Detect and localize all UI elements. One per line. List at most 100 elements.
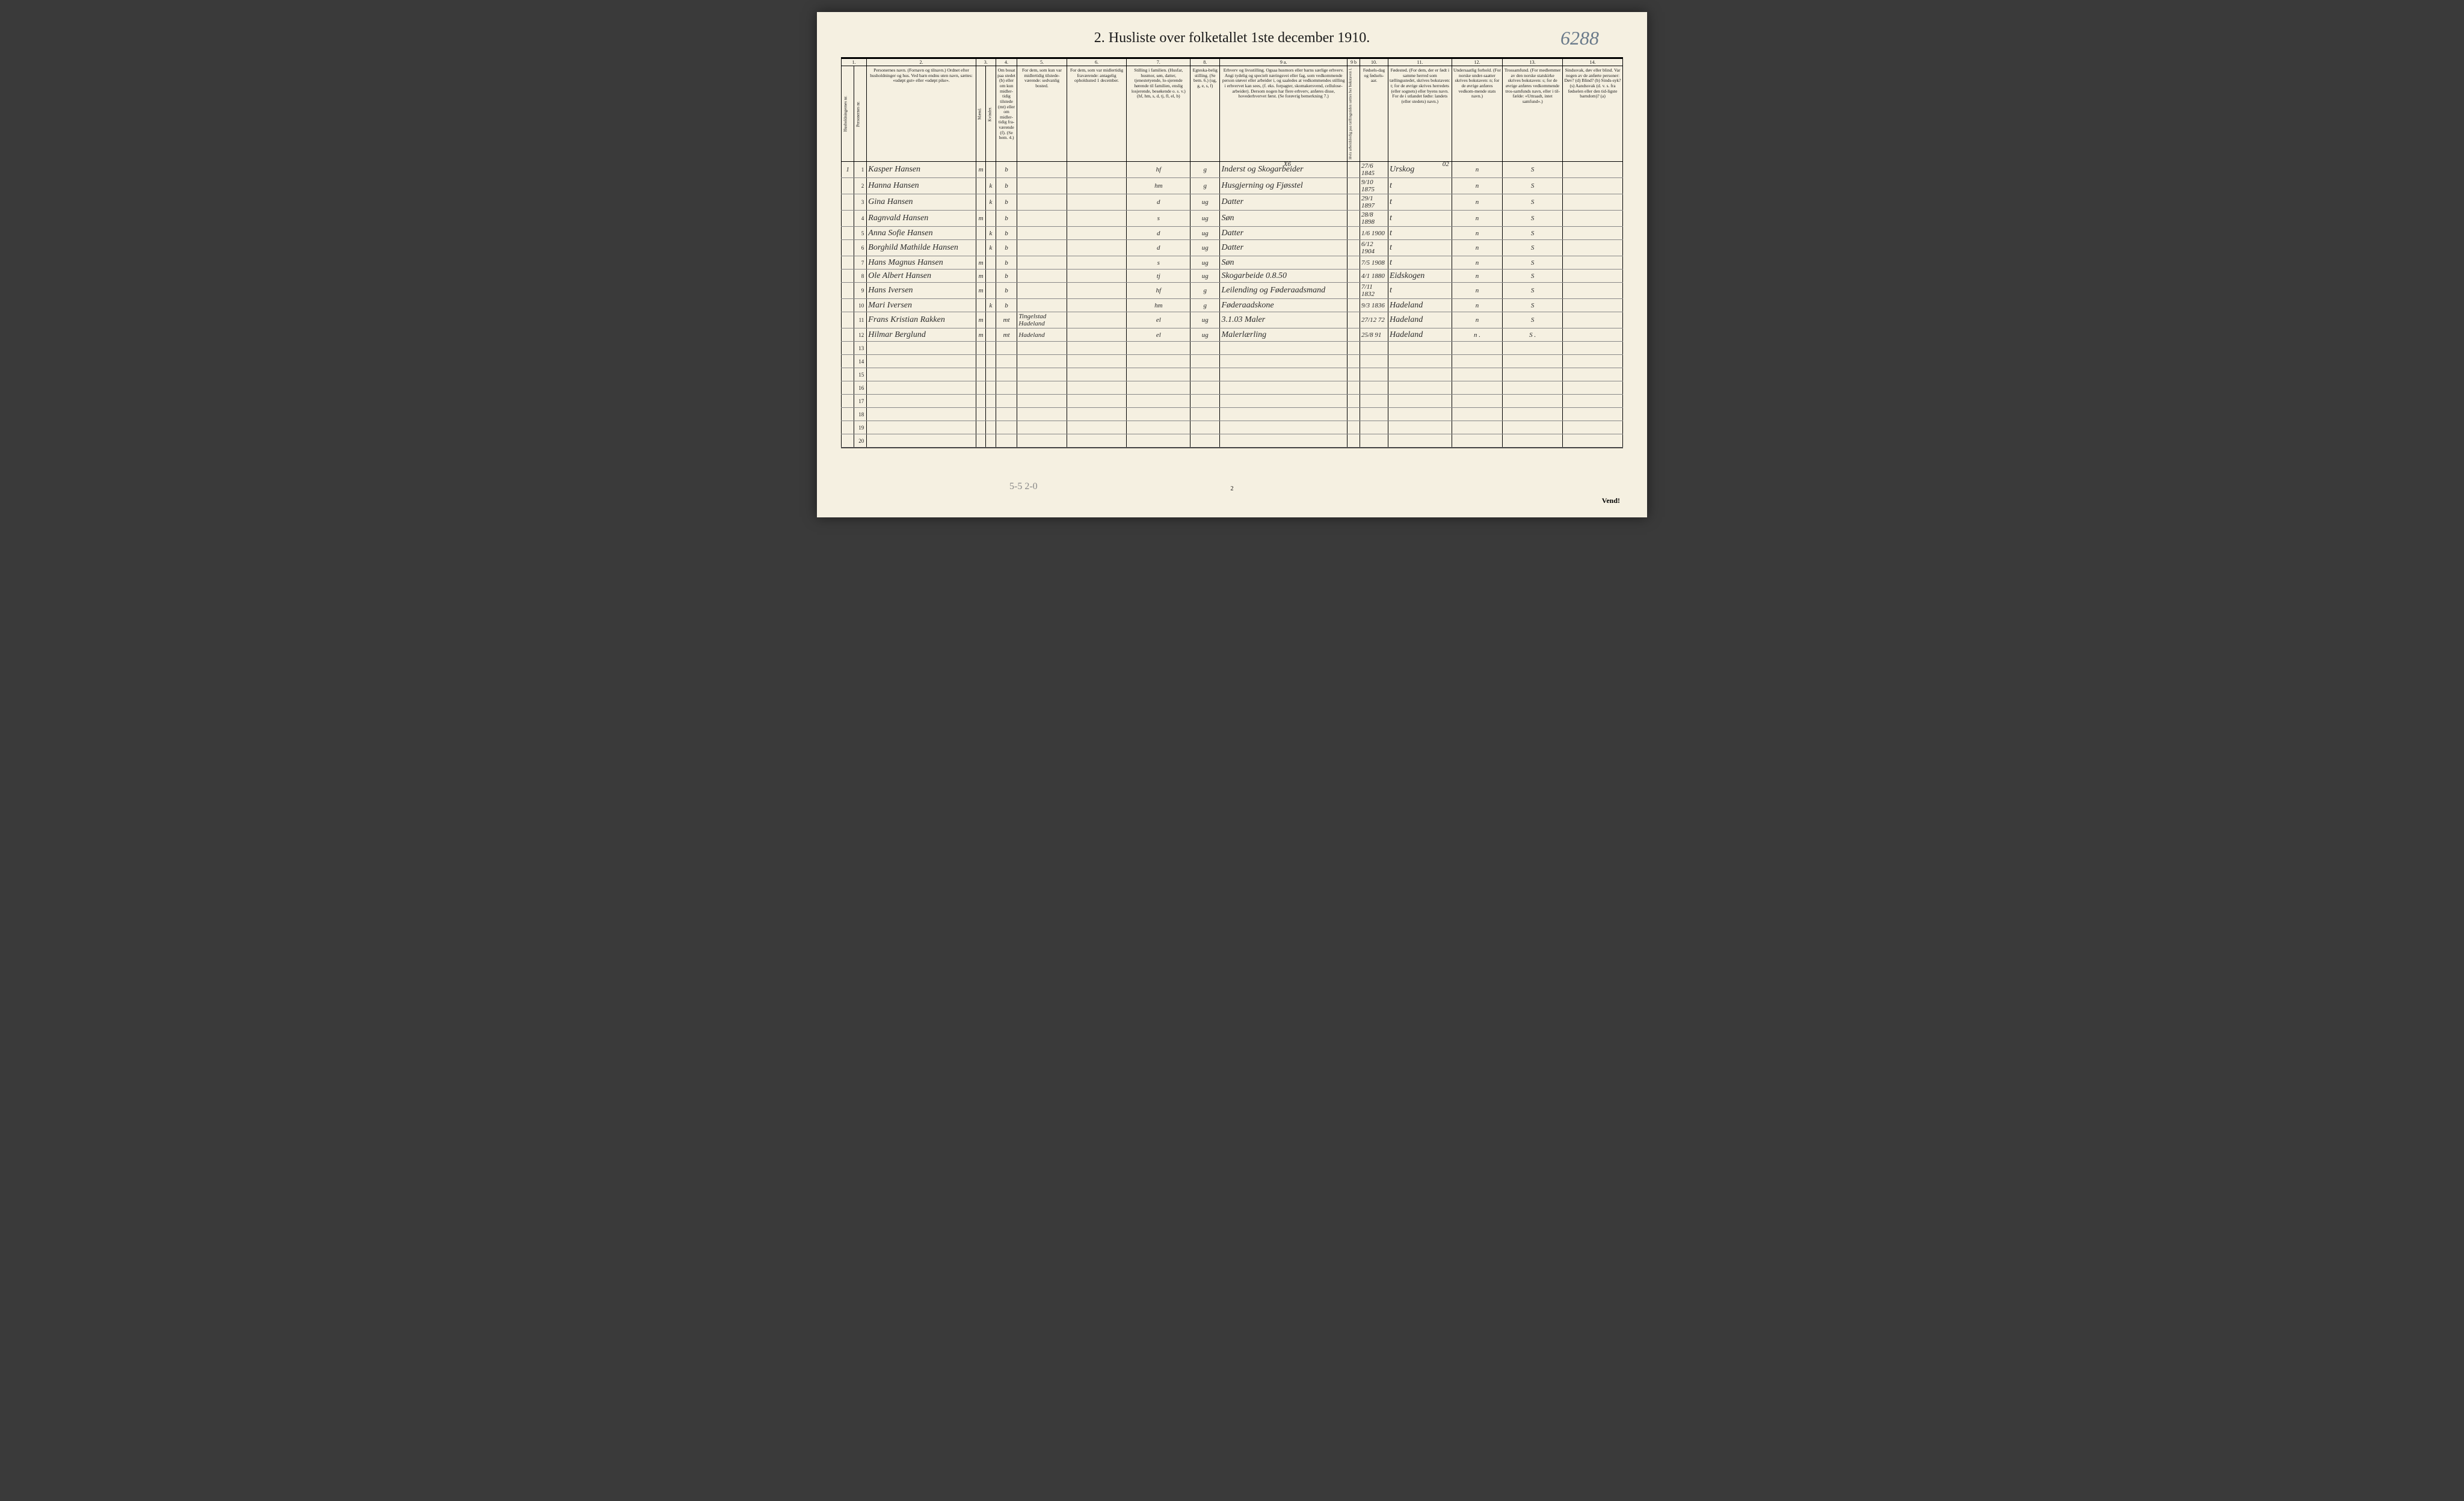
cell: 3.1.03 Maler xyxy=(1220,312,1347,328)
cell xyxy=(1388,421,1452,434)
cell: ug xyxy=(1190,227,1220,240)
cell-value: t xyxy=(1390,258,1392,267)
cell xyxy=(1347,408,1360,421)
cell: Hilmar Berglund xyxy=(867,328,976,342)
cell: k xyxy=(986,194,996,211)
cell xyxy=(996,342,1017,355)
cell: k xyxy=(986,299,996,312)
cell: Eidskogen xyxy=(1388,270,1452,283)
cell xyxy=(1347,194,1360,211)
table-row: 7Hans Magnus HansenmbsugSøn7/5 1908tnS xyxy=(842,256,1623,270)
cell: ug xyxy=(1190,270,1220,283)
cell-value: Søn xyxy=(1221,214,1234,223)
cell-value: m xyxy=(979,166,984,173)
cell-value: m xyxy=(979,331,984,339)
cell-value: Søn xyxy=(1221,258,1234,267)
cell xyxy=(1190,355,1220,368)
cell: m xyxy=(976,162,985,178)
cell: n xyxy=(1452,178,1503,194)
cell: m xyxy=(976,256,985,270)
cell xyxy=(1563,194,1623,211)
cell: Søn xyxy=(1220,211,1347,227)
hdr-9b: Hvis arbeidsledig paa tællingstiden sætt… xyxy=(1347,66,1360,162)
cell xyxy=(1388,395,1452,408)
cell xyxy=(986,162,996,178)
cell xyxy=(842,408,854,421)
cell: ug xyxy=(1190,211,1220,227)
cell xyxy=(1388,342,1452,355)
cell: k xyxy=(986,178,996,194)
cell: Gina Hansen xyxy=(867,194,976,211)
cell: n xyxy=(1452,283,1503,299)
table-row: 2Hanna HansenkbhmgHusgjerning og Fjøsste… xyxy=(842,178,1623,194)
row-number: 19 xyxy=(854,421,867,434)
cell-value: t xyxy=(1390,286,1392,295)
cell-value: 7/5 1908 xyxy=(1361,259,1385,267)
cell: b xyxy=(996,240,1017,256)
cell xyxy=(842,434,854,448)
cell xyxy=(1220,408,1347,421)
cell xyxy=(976,227,985,240)
cell: Leilending og Føderaadsmand xyxy=(1220,283,1347,299)
cell xyxy=(1220,434,1347,448)
cell xyxy=(842,368,854,381)
cell xyxy=(1017,408,1067,421)
hdr-11: Fødested. (For dem, der er født i samme … xyxy=(1388,66,1452,162)
row-number: 2 xyxy=(854,178,867,194)
cell-value: d xyxy=(1157,199,1160,206)
cell-value: m xyxy=(979,273,984,280)
cell: Kasper Hansen xyxy=(867,162,976,178)
cell: 1 xyxy=(842,162,854,178)
cell: ug xyxy=(1190,312,1220,328)
cell xyxy=(986,312,996,328)
cell xyxy=(1347,256,1360,270)
cell: Hadeland xyxy=(1388,328,1452,342)
cell xyxy=(1017,227,1067,240)
cell: 9/10 1875 xyxy=(1360,178,1388,194)
cell xyxy=(1067,162,1127,178)
hdr-res: Om bosat paa stedet (b) eller om kun mid… xyxy=(996,66,1017,162)
cell: n xyxy=(1452,162,1503,178)
hdr-13: Trossamfund. (For medlemmer av den norsk… xyxy=(1503,66,1563,162)
cell xyxy=(996,408,1017,421)
cell-value: Frans Kristian Rakken xyxy=(868,315,945,324)
cell xyxy=(976,355,985,368)
cell-value: Hans Magnus Hansen xyxy=(868,258,943,267)
cell xyxy=(1067,434,1127,448)
cell-value: 7/11 1832 xyxy=(1361,283,1375,298)
cell: n xyxy=(1452,194,1503,211)
cell-value: ug xyxy=(1202,230,1209,237)
cell-value: ug xyxy=(1202,199,1209,206)
cell-value: Ole Albert Hansen xyxy=(868,271,931,280)
cell xyxy=(1563,342,1623,355)
cell: Frans Kristian Rakken xyxy=(867,312,976,328)
hdr-6: For dem, som var midlertidig fraværende:… xyxy=(1067,66,1127,162)
table-row: 16 xyxy=(842,381,1623,395)
cell-value: Borghild Mathilde Hansen xyxy=(868,243,958,252)
cell xyxy=(867,368,976,381)
cell: g xyxy=(1190,283,1220,299)
cell: t xyxy=(1388,194,1452,211)
cell xyxy=(842,256,854,270)
cell xyxy=(1067,381,1127,395)
cell-value: mt xyxy=(1003,331,1010,339)
cell: n xyxy=(1452,299,1503,312)
cell: s xyxy=(1127,256,1190,270)
cell xyxy=(1127,342,1190,355)
cell-value: Hadeland xyxy=(1390,330,1423,339)
cell xyxy=(1563,256,1623,270)
cell: ug xyxy=(1190,240,1220,256)
cell xyxy=(1017,270,1067,283)
hdr-hh: Husholdningernes nr. xyxy=(842,66,854,162)
cell: b xyxy=(996,162,1017,178)
table-row: 5Anna Sofie HansenkbdugDatter1/6 1900tnS xyxy=(842,227,1623,240)
cell xyxy=(1503,381,1563,395)
cell: d xyxy=(1127,194,1190,211)
cell xyxy=(1017,368,1067,381)
cell xyxy=(867,355,976,368)
cell: S xyxy=(1503,240,1563,256)
cell xyxy=(1503,395,1563,408)
cell xyxy=(1067,342,1127,355)
cell: S xyxy=(1503,178,1563,194)
cell xyxy=(976,421,985,434)
